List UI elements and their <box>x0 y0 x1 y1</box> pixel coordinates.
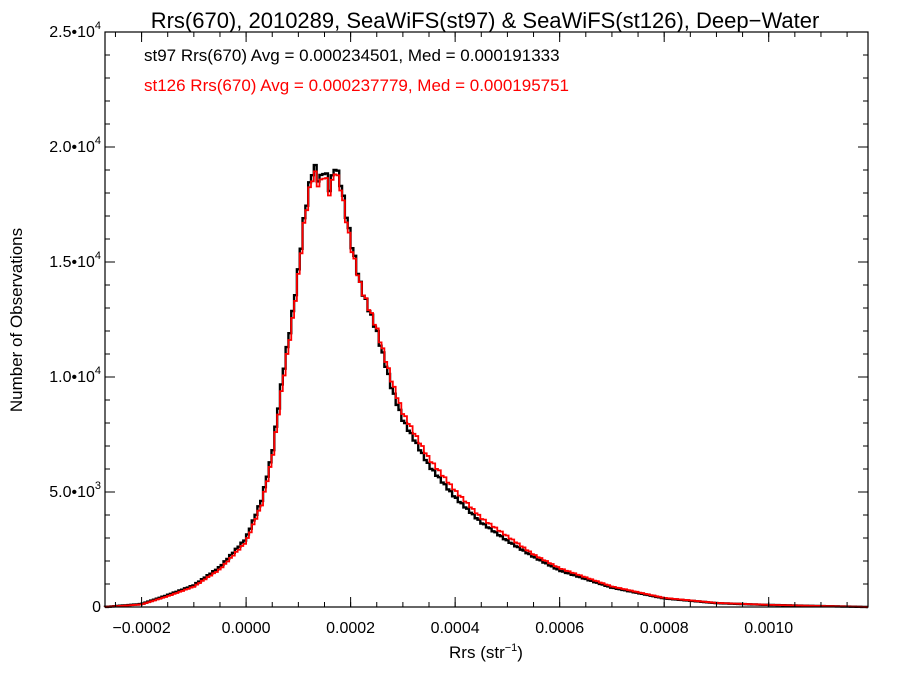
x-axis-label-sup: −1 <box>505 642 518 654</box>
y-tick-label: 2.5•104 <box>49 20 101 41</box>
y-tick-label-base: 1.0•10 <box>49 369 95 386</box>
y-tick-label-base: 2.5•10 <box>49 24 95 41</box>
y-tick-label: 2.0•104 <box>49 135 101 156</box>
x-axis-label: Rrs (str−1) <box>449 642 523 662</box>
y-tick-label-exp: 4 <box>95 365 101 377</box>
x-axis-label-main: Rrs (str <box>449 643 505 662</box>
y-tick-label-exp: 4 <box>95 20 101 32</box>
series-layer <box>103 163 869 609</box>
x-axis-label-close: ) <box>517 643 523 662</box>
y-tick-label-base: 5.0•10 <box>49 484 95 501</box>
y-axis-label: Number of Observations <box>7 228 26 412</box>
ticks-layer: −0.0002 0.0000 0.0002 0.0004 0.0006 0.0008 0.0… <box>49 20 868 637</box>
x-tick-label: 0.0002 <box>326 620 375 637</box>
y-tick-label: 0 <box>92 599 101 616</box>
x-tick-label: 0.0004 <box>431 620 480 637</box>
series-line-1 <box>104 170 868 608</box>
chart-title: Rrs(670), 2010289, SeaWiFS(st97) & SeaWi… <box>151 8 820 33</box>
annotation-st126: st126 Rrs(670) Avg = 0.000237779, Med = … <box>144 76 569 95</box>
y-tick-label: 1.0•104 <box>49 365 101 386</box>
y-tick-label-exp: 4 <box>95 250 101 262</box>
x-tick-label: −0.0002 <box>112 620 170 637</box>
y-tick-label-base: 2.0•10 <box>49 139 95 156</box>
y-tick-label: 1.5•104 <box>49 250 101 271</box>
y-tick-label-exp: 4 <box>95 135 101 147</box>
plot-frame <box>104 31 869 608</box>
y-tick-label-base: 1.5•10 <box>49 254 95 271</box>
y-tick-label: 5.0•103 <box>49 480 101 501</box>
series-line-0 <box>103 163 869 609</box>
x-tick-label: 0.0010 <box>744 620 793 637</box>
annotation-st97: st97 Rrs(670) Avg = 0.000234501, Med = 0… <box>144 46 560 65</box>
y-tick-label-base: 0 <box>92 599 101 616</box>
x-tick-label: 0.0006 <box>535 620 584 637</box>
x-tick-label: 0.0008 <box>640 620 689 637</box>
x-tick-label: 0.0000 <box>222 620 271 637</box>
y-tick-label-exp: 3 <box>95 480 101 492</box>
